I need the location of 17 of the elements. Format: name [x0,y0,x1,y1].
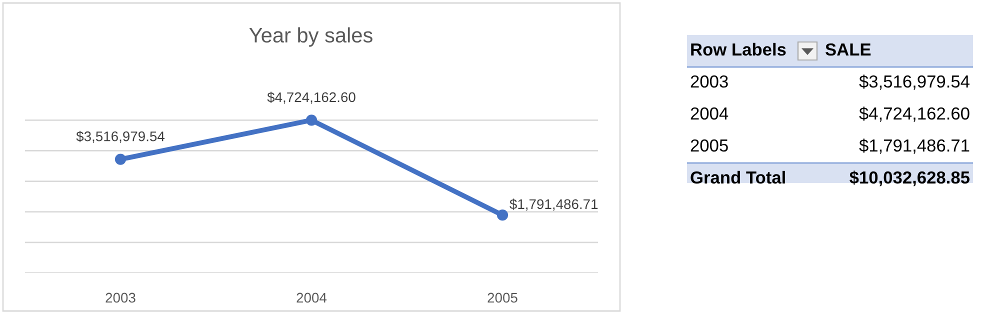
text: SALE [826,43,871,56]
text: $10,032,628.85 [850,170,970,186]
text: $1,791,486.71 [510,198,598,211]
text: 2005 [690,139,728,152]
text: Grand Total [690,170,785,184]
x-tick-label: 2004 [296,292,327,303]
text: Row Labels [691,42,786,56]
text: $1,791,486.71 [859,138,970,154]
text: 2004 [690,107,728,120]
text: $4,724,162.60 [859,106,970,122]
text: $4,724,162.60 [267,92,356,104]
chart-title: Year by sales [249,27,372,47]
x-tick-label: 2003 [106,292,136,303]
text: $3,516,979.54 [76,130,165,143]
x-tick-label: 2005 [488,292,518,303]
text: $3,516,979.54 [859,74,970,90]
text: 2003 [690,75,728,88]
